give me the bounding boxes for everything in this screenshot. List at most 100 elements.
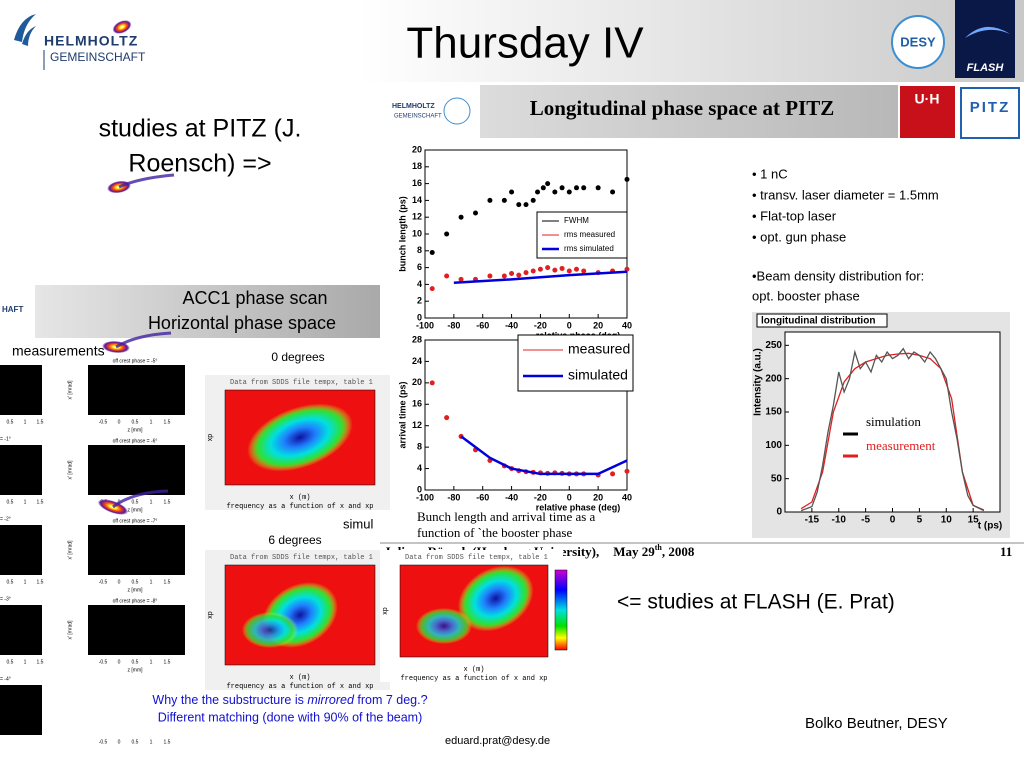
data-point bbox=[523, 202, 529, 208]
axis-label: z [mm] bbox=[128, 427, 144, 433]
x-tick-label: -15 bbox=[805, 515, 820, 526]
y-tick-label: 24 bbox=[412, 356, 422, 366]
beam-spot bbox=[112, 20, 132, 34]
y-tick-label: 12 bbox=[412, 420, 422, 430]
series-line bbox=[800, 352, 985, 511]
y-axis-label: arrival time (ps) bbox=[397, 381, 407, 448]
black-panel bbox=[0, 525, 42, 575]
x-tick-label: -100 bbox=[416, 492, 434, 502]
x-tick-label: -80 bbox=[447, 492, 460, 502]
legend-label: measurement bbox=[866, 438, 936, 453]
axis-label: z [mm] bbox=[128, 667, 144, 673]
degrees-label: 6 degrees bbox=[268, 533, 321, 547]
helmholtz-name: HELMHOLTZ bbox=[44, 33, 138, 49]
y-tick-label: 100 bbox=[765, 440, 782, 451]
data-point bbox=[624, 176, 630, 182]
frequency-caption: frequency as a function of x and xp bbox=[226, 503, 373, 511]
tick-label: 1.5 bbox=[164, 579, 171, 585]
flash-note: <= studies at FLASH (E. Prat) bbox=[617, 591, 895, 614]
x-tick-label: 0 bbox=[567, 320, 572, 330]
beam-tail bbox=[115, 331, 172, 349]
data-point bbox=[574, 185, 579, 191]
question-part: from 7 deg.? bbox=[354, 693, 428, 707]
x-tick-label: 40 bbox=[622, 320, 632, 330]
beam-density bbox=[247, 403, 353, 472]
x-axis-label: x (m) bbox=[289, 494, 310, 502]
pitz-helmholtz: HELMHOLTZ bbox=[392, 103, 435, 110]
legend-label: rms simulated bbox=[564, 244, 614, 253]
data-point bbox=[552, 267, 558, 273]
question-part: Why the the substructure is bbox=[152, 693, 307, 707]
panel-label: off crest phase = -8° bbox=[113, 598, 158, 604]
legend-label: FWHM bbox=[564, 216, 589, 225]
black-panel bbox=[0, 365, 42, 415]
bullet: • 1 nC bbox=[752, 166, 788, 181]
pitz-helmholtz-sub: GEMEINSCHAFT bbox=[394, 114, 442, 120]
tick-label: 1 bbox=[150, 739, 153, 745]
y-tick-label: 4 bbox=[417, 279, 422, 289]
y-tick-label: 0 bbox=[776, 507, 782, 518]
tick-label: 0.5 bbox=[7, 659, 14, 665]
x-tick-label: 10 bbox=[941, 515, 953, 526]
data-point bbox=[559, 185, 565, 191]
tick-label: 1.5 bbox=[37, 499, 44, 505]
helmholtz-icon bbox=[14, 14, 36, 46]
flash-title: Horizontal phase space bbox=[148, 313, 336, 333]
date-year: , 2008 bbox=[662, 544, 695, 559]
black-panel bbox=[0, 445, 42, 495]
pitz-note: studies at PITZ (J. bbox=[99, 115, 302, 143]
bullet: • opt. gun phase bbox=[752, 229, 846, 244]
x-tick-label: -60 bbox=[476, 492, 489, 502]
phase-panel bbox=[88, 365, 185, 415]
tick-label: 1.5 bbox=[164, 419, 171, 425]
y-axis-label: xp bbox=[207, 611, 214, 619]
x-axis-label: x (m) bbox=[289, 674, 310, 682]
data-point bbox=[545, 181, 551, 187]
page-number: 11 bbox=[1000, 544, 1012, 559]
legend-label: simulated bbox=[568, 367, 628, 383]
data-point bbox=[473, 210, 478, 216]
data-point bbox=[540, 185, 546, 191]
data-point bbox=[537, 266, 543, 272]
x-tick-label: 20 bbox=[593, 492, 603, 502]
phase-panel bbox=[88, 525, 185, 575]
data-point bbox=[458, 276, 464, 282]
matching: Different matching (done with 90% of the… bbox=[158, 710, 423, 724]
bullet: •Beam density distribution for: bbox=[752, 268, 924, 283]
author: Bolko Beutner, DESY bbox=[805, 715, 948, 732]
flash-logo bbox=[955, 0, 1015, 78]
data-point bbox=[581, 185, 587, 191]
date: May 29 bbox=[613, 544, 655, 559]
y-axis-label: xp bbox=[382, 607, 389, 615]
y-axis-label: bunch length (ps) bbox=[397, 196, 407, 272]
x-tick-label: -20 bbox=[534, 492, 547, 502]
y-tick-label: 2 bbox=[417, 296, 422, 306]
panel-label: off crest phase = -6° bbox=[113, 438, 158, 444]
tick-label: 1 bbox=[24, 579, 27, 585]
tick-label: 1.5 bbox=[164, 499, 171, 505]
series-line bbox=[460, 435, 628, 476]
colorbar bbox=[554, 569, 568, 651]
x-tick-label: -40 bbox=[505, 492, 518, 502]
sdds-caption: Data from SDDS file tempx, table 1 bbox=[230, 554, 373, 562]
question: Why the the substructure is mirrored fro… bbox=[152, 693, 427, 707]
tick-label: 0.5 bbox=[132, 499, 139, 505]
y-axis-label: Intensity (a.u.) bbox=[753, 348, 764, 416]
panel-left-label: = -3° bbox=[0, 596, 11, 602]
x-tick-label: -40 bbox=[505, 320, 518, 330]
black-panel bbox=[0, 605, 42, 655]
tick-label: 1 bbox=[150, 499, 153, 505]
data-point bbox=[530, 197, 536, 203]
question-part: mirrored bbox=[307, 693, 355, 707]
panel-label: off crest phase = -7° bbox=[113, 518, 158, 524]
black-panel bbox=[0, 685, 42, 735]
frequency-caption: frequency as a function of x and xp bbox=[226, 683, 373, 691]
phase-panel bbox=[88, 445, 185, 495]
tick-label: -0.5 bbox=[99, 579, 108, 585]
y-tick-label: 14 bbox=[412, 195, 422, 205]
tick-label: 1 bbox=[150, 579, 153, 585]
x-tick-label: 40 bbox=[622, 492, 632, 502]
degrees-label: 0 degrees bbox=[271, 350, 324, 364]
beam-tail bbox=[112, 489, 169, 509]
y-tick-label: 4 bbox=[417, 463, 422, 473]
